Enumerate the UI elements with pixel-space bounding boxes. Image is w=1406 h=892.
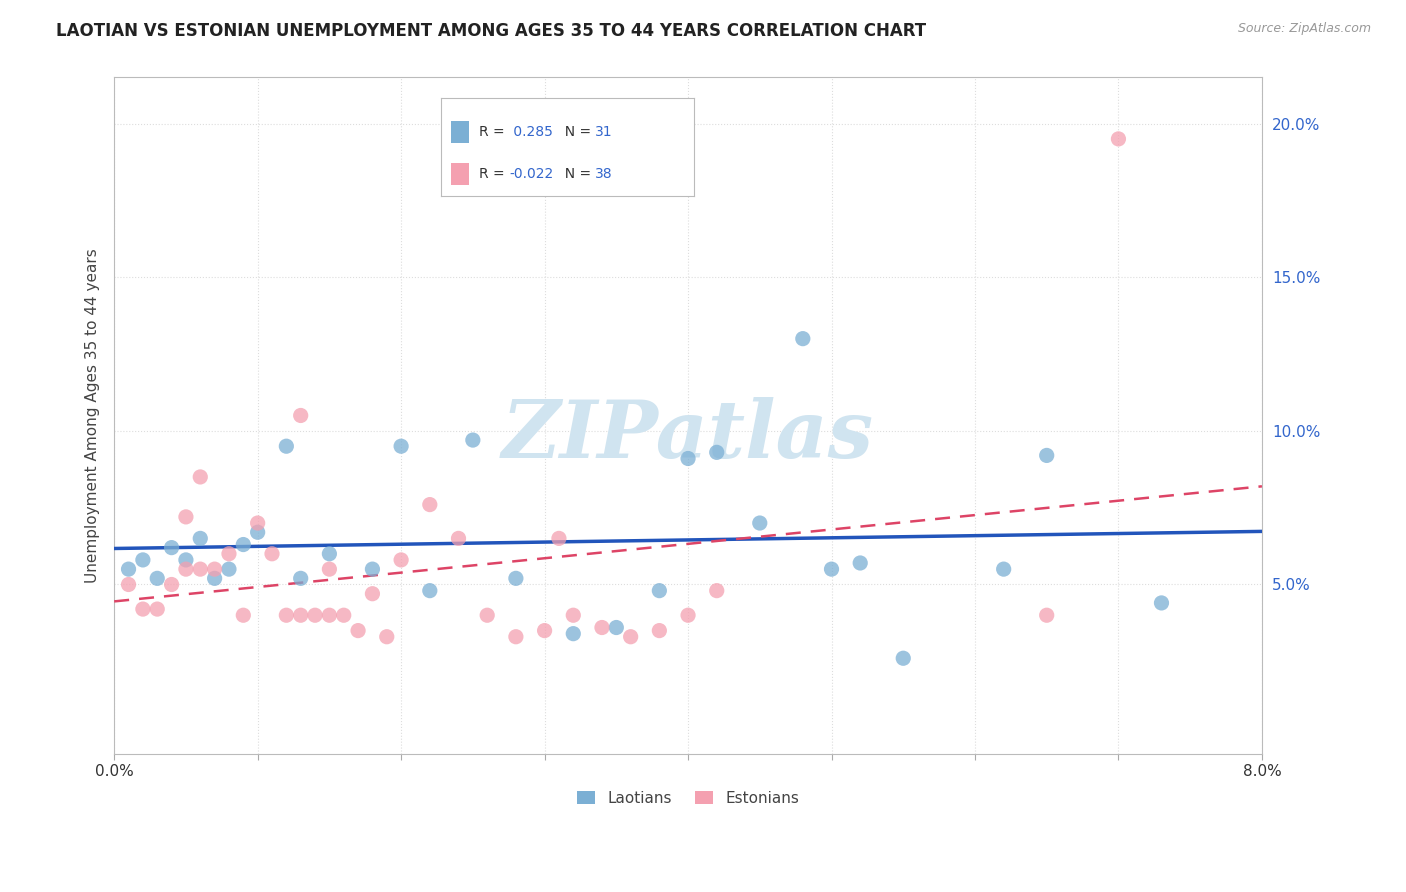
Point — [505, 630, 527, 644]
Point — [419, 498, 441, 512]
Point — [389, 439, 412, 453]
Point — [218, 562, 240, 576]
Point — [1035, 608, 1057, 623]
Point — [276, 608, 298, 623]
Point — [290, 608, 312, 623]
Point — [891, 651, 914, 665]
Point — [620, 630, 643, 644]
Point — [562, 626, 585, 640]
Point — [375, 630, 398, 644]
Point — [188, 532, 211, 546]
Point — [290, 571, 312, 585]
Point — [318, 562, 340, 576]
Y-axis label: Unemployment Among Ages 35 to 44 years: Unemployment Among Ages 35 to 44 years — [86, 248, 100, 582]
Point — [260, 547, 283, 561]
Point — [174, 509, 197, 524]
Point — [591, 620, 613, 634]
Point — [419, 583, 441, 598]
Point — [332, 608, 354, 623]
Point — [706, 445, 728, 459]
Point — [132, 553, 155, 567]
Point — [276, 439, 298, 453]
Point — [146, 571, 169, 585]
Point — [361, 587, 384, 601]
Point — [706, 583, 728, 598]
Point — [447, 532, 470, 546]
Point — [218, 547, 240, 561]
Point — [160, 577, 183, 591]
Point — [1035, 449, 1057, 463]
Point — [748, 516, 770, 530]
Point — [117, 562, 139, 576]
Point — [146, 602, 169, 616]
Point — [232, 537, 254, 551]
Point — [1150, 596, 1173, 610]
Point — [347, 624, 370, 638]
Point — [204, 562, 226, 576]
Point — [676, 451, 699, 466]
Point — [792, 332, 814, 346]
Point — [533, 624, 555, 638]
Text: ZIPatlas: ZIPatlas — [502, 397, 875, 475]
Point — [548, 532, 571, 546]
Point — [188, 470, 211, 484]
Point — [188, 562, 211, 576]
Legend: Laotians, Estonians: Laotians, Estonians — [569, 783, 807, 814]
Point — [160, 541, 183, 555]
Point — [232, 608, 254, 623]
Point — [477, 608, 499, 623]
Point — [1107, 132, 1129, 146]
Point — [461, 433, 484, 447]
Point — [505, 571, 527, 585]
Point — [204, 571, 226, 585]
Point — [117, 577, 139, 591]
Point — [318, 547, 340, 561]
Point — [993, 562, 1015, 576]
Point — [246, 516, 269, 530]
Point — [562, 608, 585, 623]
Point — [648, 624, 671, 638]
Point — [820, 562, 842, 576]
Point — [132, 602, 155, 616]
Point — [361, 562, 384, 576]
Point — [318, 608, 340, 623]
Point — [246, 525, 269, 540]
Point — [290, 409, 312, 423]
Point — [849, 556, 872, 570]
Point — [648, 583, 671, 598]
Point — [174, 562, 197, 576]
Point — [304, 608, 326, 623]
Text: LAOTIAN VS ESTONIAN UNEMPLOYMENT AMONG AGES 35 TO 44 YEARS CORRELATION CHART: LAOTIAN VS ESTONIAN UNEMPLOYMENT AMONG A… — [56, 22, 927, 40]
Point — [605, 620, 627, 634]
Point — [389, 553, 412, 567]
Point — [676, 608, 699, 623]
Point — [174, 553, 197, 567]
Text: Source: ZipAtlas.com: Source: ZipAtlas.com — [1237, 22, 1371, 36]
